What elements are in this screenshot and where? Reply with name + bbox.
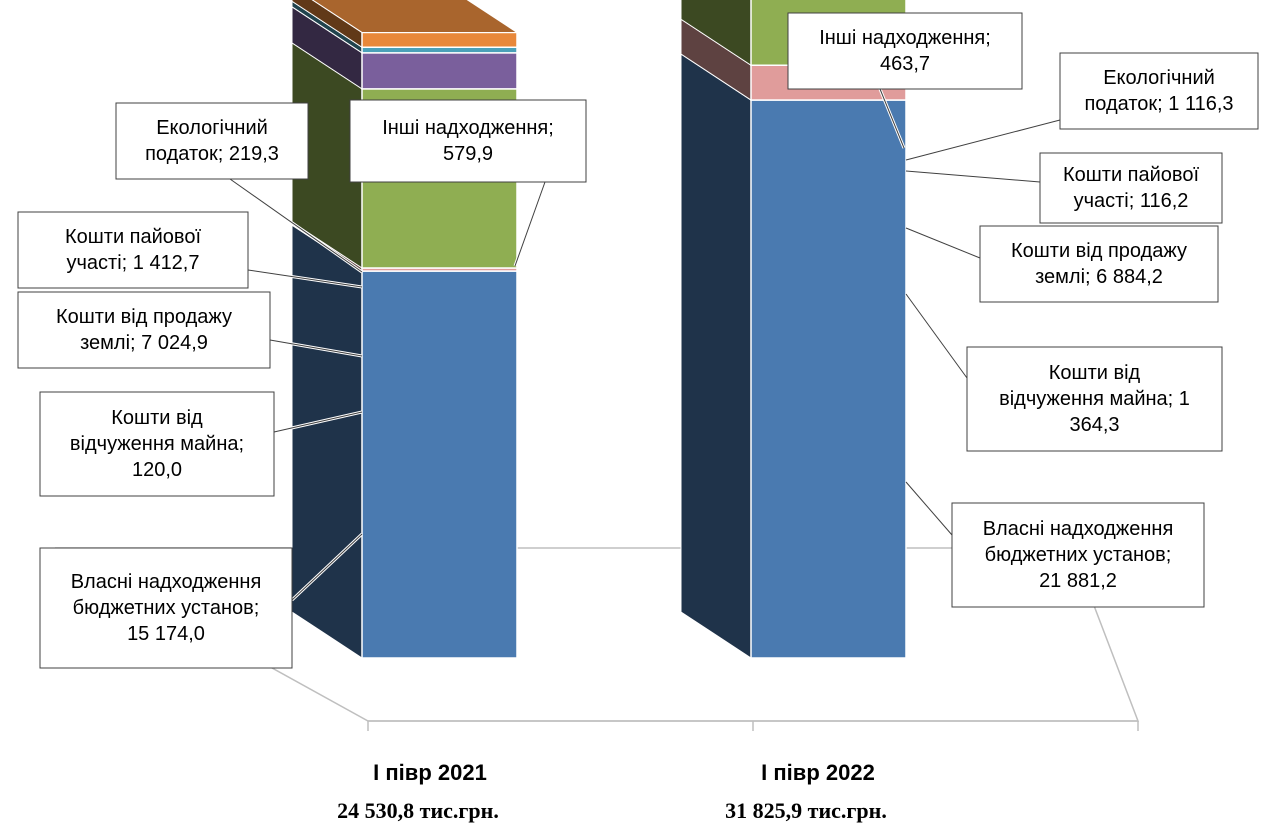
category-total: 31 825,9 тис.грн.: [725, 798, 887, 823]
category-total: 24 530,8 тис.грн.: [337, 798, 499, 823]
callout-box: [39, 391, 275, 497]
callout-box: [966, 346, 1223, 452]
callout-label-line: 15 174,0: [127, 623, 205, 645]
data-callout: Кошти від продажу землі; 6 884,2: [979, 225, 1219, 303]
leader-line: [269, 339, 363, 357]
leader-line: [905, 481, 953, 536]
leader-line: [905, 293, 968, 379]
callout-label-line: 364,3: [1069, 414, 1119, 436]
bar-segment: [750, 99, 907, 659]
callout-box: [787, 12, 1023, 90]
callout-label-line: Екологічний: [156, 117, 268, 139]
bar-stack-2: [680, 0, 907, 659]
data-callout: Екологічний податок; 219,3: [115, 102, 309, 180]
data-callout: Кошти від продажу землі; 7 024,9: [17, 291, 271, 369]
callout-label-line: Інші надходження;: [382, 117, 554, 139]
bar-stack-1: [291, 0, 519, 659]
callout-label-line: Кошти від продажу: [56, 306, 232, 328]
leader-line: [514, 181, 546, 267]
callout-box: [1059, 52, 1259, 130]
data-callout: Кошти пайової участі; 116,2: [1039, 152, 1223, 224]
leader-line: [291, 533, 363, 601]
callout-label-line: 579,9: [443, 143, 493, 165]
callout-label-line: Кошти від: [1049, 362, 1141, 384]
bar-top-face: [311, 0, 519, 33]
callout-label-line: 463,7: [880, 53, 930, 75]
callout-box: [951, 502, 1205, 608]
data-callout: Інші надходження; 579,9: [349, 99, 587, 183]
callout-box: [115, 102, 309, 180]
callout-label-line: податок; 219,3: [145, 143, 279, 165]
callout-label-line: Екологічний: [1103, 67, 1215, 89]
data-callout: Екологічний податок; 1 116,3: [1059, 52, 1259, 130]
category-label: І півр 2022: [761, 760, 875, 785]
bar-segment: [361, 270, 518, 659]
leader-line: [273, 411, 363, 433]
bar-side-face: [680, 0, 752, 67]
callout-box: [39, 547, 293, 669]
callout-label-line: бюджетних установ;: [985, 544, 1172, 566]
callout-label-line: Кошти від: [111, 407, 203, 429]
callout-label-line: бюджетних установ;: [73, 597, 260, 619]
callout-box: [349, 99, 587, 183]
bar-segment: [361, 31, 518, 49]
callout-label-line: Власні надходження: [71, 571, 262, 593]
callout-label-line: участі; 1 412,7: [67, 252, 200, 274]
callout-box: [979, 225, 1219, 303]
data-callout: Власні надходження бюджетних установ; 21 8…: [951, 502, 1205, 608]
bar-segment: [361, 46, 518, 54]
data-callout: Кошти пайової участі; 1 412,7: [17, 211, 249, 289]
leader-line: [879, 88, 905, 149]
data-callout: Інші надходження; 463,7: [787, 12, 1023, 90]
callout-box: [17, 211, 249, 289]
data-callout: Власні надходження бюджетних установ; 15 1…: [39, 547, 293, 669]
callout-leader-lines: [229, 88, 1061, 602]
leader-line: [905, 170, 1041, 183]
callout-label-line: Кошти пайової: [65, 226, 201, 248]
callout-label-line: 120,0: [132, 459, 182, 481]
callout-label-line: відчуження майна;: [70, 433, 244, 455]
leader-line: [229, 178, 363, 273]
bar-segment: [361, 52, 518, 90]
callout-label-line: Власні надходження: [983, 518, 1174, 540]
callout-label-line: землі; 6 884,2: [1035, 266, 1163, 288]
callout-box: [1039, 152, 1223, 224]
leader-line: [905, 119, 1061, 161]
callout-label-line: 21 881,2: [1039, 570, 1117, 592]
callout-box: [17, 291, 271, 369]
callout-labels: Власні надходження бюджетних установ; 15 1…: [17, 12, 1259, 669]
callout-label-line: Кошти пайової: [1063, 164, 1199, 186]
bar-side-face: [291, 224, 363, 659]
callout-label-line: землі; 7 024,9: [80, 332, 208, 354]
callout-label-line: податок; 1 116,3: [1084, 93, 1233, 115]
bar-side-face: [680, 53, 752, 659]
leader-line: [905, 227, 981, 259]
data-callout: Кошти від відчуження майна; 1 364,3: [966, 346, 1223, 452]
callout-label-line: участі; 116,2: [1074, 190, 1189, 212]
category-axis: І півр 2021 24 530,8 тис.грн. І півр 2022 3…: [337, 720, 1139, 823]
leader-line: [247, 269, 363, 288]
callout-label-line: Інші надходження;: [819, 27, 991, 49]
category-label: І півр 2021: [373, 760, 487, 785]
callout-label-line: відчуження майна; 1: [999, 388, 1190, 410]
data-callout: Кошти від відчуження майна; 120,0: [39, 391, 275, 497]
callout-label-line: Кошти від продажу: [1011, 240, 1187, 262]
